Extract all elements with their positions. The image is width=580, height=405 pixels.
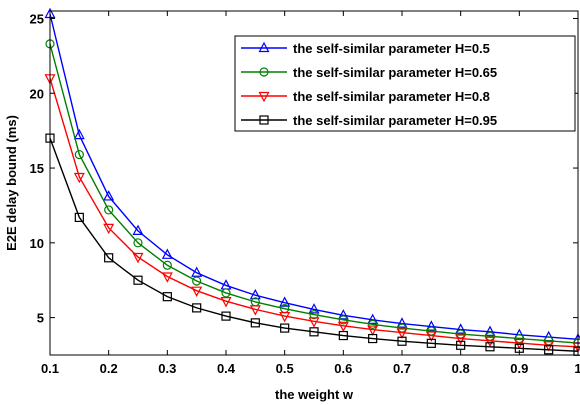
legend-marker (259, 67, 269, 77)
y-tick-label: 5 (37, 311, 44, 326)
data-point (484, 325, 496, 336)
data-point (133, 275, 143, 285)
y-axis-label: E2E delay bound (ms) (4, 115, 19, 251)
data-point (337, 321, 349, 333)
data-point (74, 212, 84, 222)
data-point (337, 309, 349, 320)
data-point (544, 345, 554, 355)
x-tick-label: 0.2 (100, 361, 118, 376)
data-point (104, 205, 114, 215)
data-point (133, 238, 143, 248)
data-point (279, 312, 291, 323)
data-point (280, 323, 290, 333)
x-tick-label: 0.6 (334, 361, 352, 376)
data-point (484, 336, 496, 348)
data-point (426, 338, 436, 348)
data-point (162, 292, 172, 302)
x-tick-label: 0.3 (158, 361, 176, 376)
series-line (49, 78, 579, 348)
data-point (221, 311, 231, 321)
data-point (309, 310, 319, 320)
data-point (425, 331, 437, 342)
data-point (367, 325, 379, 336)
data-point (485, 342, 495, 352)
data-point (455, 334, 467, 345)
data-point (308, 303, 320, 314)
data-point (249, 288, 261, 300)
data-point (161, 272, 173, 283)
legend-entry: the self-similar parameter H=0.95 (241, 113, 497, 128)
data-point (338, 330, 348, 341)
data-point (192, 276, 202, 286)
legend-entry: the self-similar parameter H=0.8 (241, 89, 490, 104)
plot-frame (49, 10, 579, 356)
data-point (220, 297, 232, 308)
x-tick-label: 0.5 (276, 361, 294, 376)
data-point (191, 266, 203, 277)
data-point (161, 248, 173, 259)
data-point (338, 315, 348, 325)
legend-label: the self-similar parameter H=0.65 (293, 65, 497, 80)
legend-label: the self-similar parameter H=0.5 (293, 41, 490, 56)
data-point (425, 320, 437, 331)
data-point (308, 317, 320, 328)
data-point (309, 327, 319, 337)
series-line (49, 137, 579, 352)
y-tick-label: 20 (30, 86, 44, 101)
data-point (250, 318, 260, 328)
data-point (367, 313, 379, 324)
data-point (73, 172, 85, 184)
legend-entry: the self-similar parameter H=0.65 (241, 65, 497, 80)
legend-label: the self-similar parameter H=0.95 (293, 113, 497, 128)
data-point (368, 333, 378, 344)
data-point (73, 128, 85, 140)
data-point (103, 223, 115, 235)
legend-marker (258, 41, 270, 53)
data-point (74, 149, 84, 160)
data-point (132, 252, 144, 264)
series-layer (44, 7, 580, 356)
x-tick-label: 0.1 (41, 361, 59, 376)
x-tick-label: 0.9 (510, 361, 528, 376)
data-point (396, 317, 408, 328)
data-point (397, 336, 407, 346)
data-point (221, 288, 231, 298)
y-tick-label: 15 (30, 161, 44, 176)
data-point (368, 319, 378, 329)
data-point (455, 323, 467, 334)
legend: the self-similar parameter H=0.5 the self… (234, 35, 576, 132)
data-point (104, 253, 114, 263)
legend-box (234, 35, 576, 132)
x-tick-label: 0.7 (393, 361, 411, 376)
x-axis-label: the weight w (275, 387, 354, 402)
x-tick-label: 1 (574, 361, 580, 376)
data-point (192, 303, 202, 313)
y-tick-label: 10 (30, 236, 44, 251)
data-point (279, 296, 291, 307)
data-point (103, 190, 115, 201)
legend-entry: the self-similar parameter H=0.5 (241, 41, 490, 56)
legend-label: the self-similar parameter H=0.8 (293, 89, 490, 104)
y-tick-label: 25 (30, 11, 44, 26)
legend-entries: the self-similar parameter H=0.5 the self… (241, 41, 497, 128)
x-tick-label: 0.8 (452, 361, 470, 376)
series-line (49, 43, 579, 344)
legend-marker (258, 91, 270, 103)
data-point (191, 286, 203, 297)
x-tick-label: 0.4 (217, 361, 236, 376)
legend-marker (259, 115, 269, 125)
data-point (162, 260, 172, 270)
data-point (396, 328, 408, 339)
data-point (456, 340, 466, 350)
data-point (249, 305, 261, 316)
data-point (132, 224, 144, 235)
